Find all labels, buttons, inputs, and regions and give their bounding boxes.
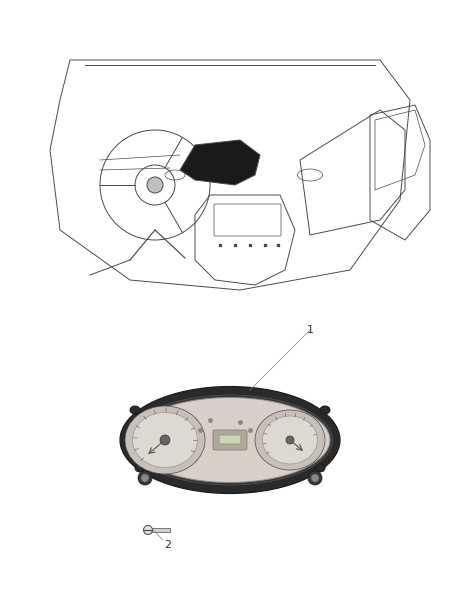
Ellipse shape	[130, 398, 330, 482]
Polygon shape	[180, 140, 260, 185]
FancyBboxPatch shape	[213, 430, 247, 450]
Ellipse shape	[130, 406, 140, 414]
Ellipse shape	[135, 464, 145, 472]
Circle shape	[308, 471, 322, 485]
Ellipse shape	[125, 406, 205, 474]
Ellipse shape	[120, 387, 340, 493]
Ellipse shape	[144, 526, 153, 535]
FancyBboxPatch shape	[219, 435, 241, 444]
Circle shape	[138, 471, 152, 485]
Text: 1: 1	[307, 325, 313, 335]
Ellipse shape	[132, 412, 198, 468]
Text: 2: 2	[164, 540, 172, 550]
Circle shape	[311, 474, 319, 482]
Circle shape	[160, 435, 170, 445]
Ellipse shape	[262, 416, 318, 464]
Circle shape	[286, 436, 294, 444]
Circle shape	[147, 177, 163, 193]
Ellipse shape	[127, 395, 333, 485]
Circle shape	[141, 474, 149, 482]
Polygon shape	[152, 528, 170, 532]
Ellipse shape	[255, 410, 325, 470]
Ellipse shape	[320, 406, 330, 414]
Ellipse shape	[315, 464, 325, 472]
